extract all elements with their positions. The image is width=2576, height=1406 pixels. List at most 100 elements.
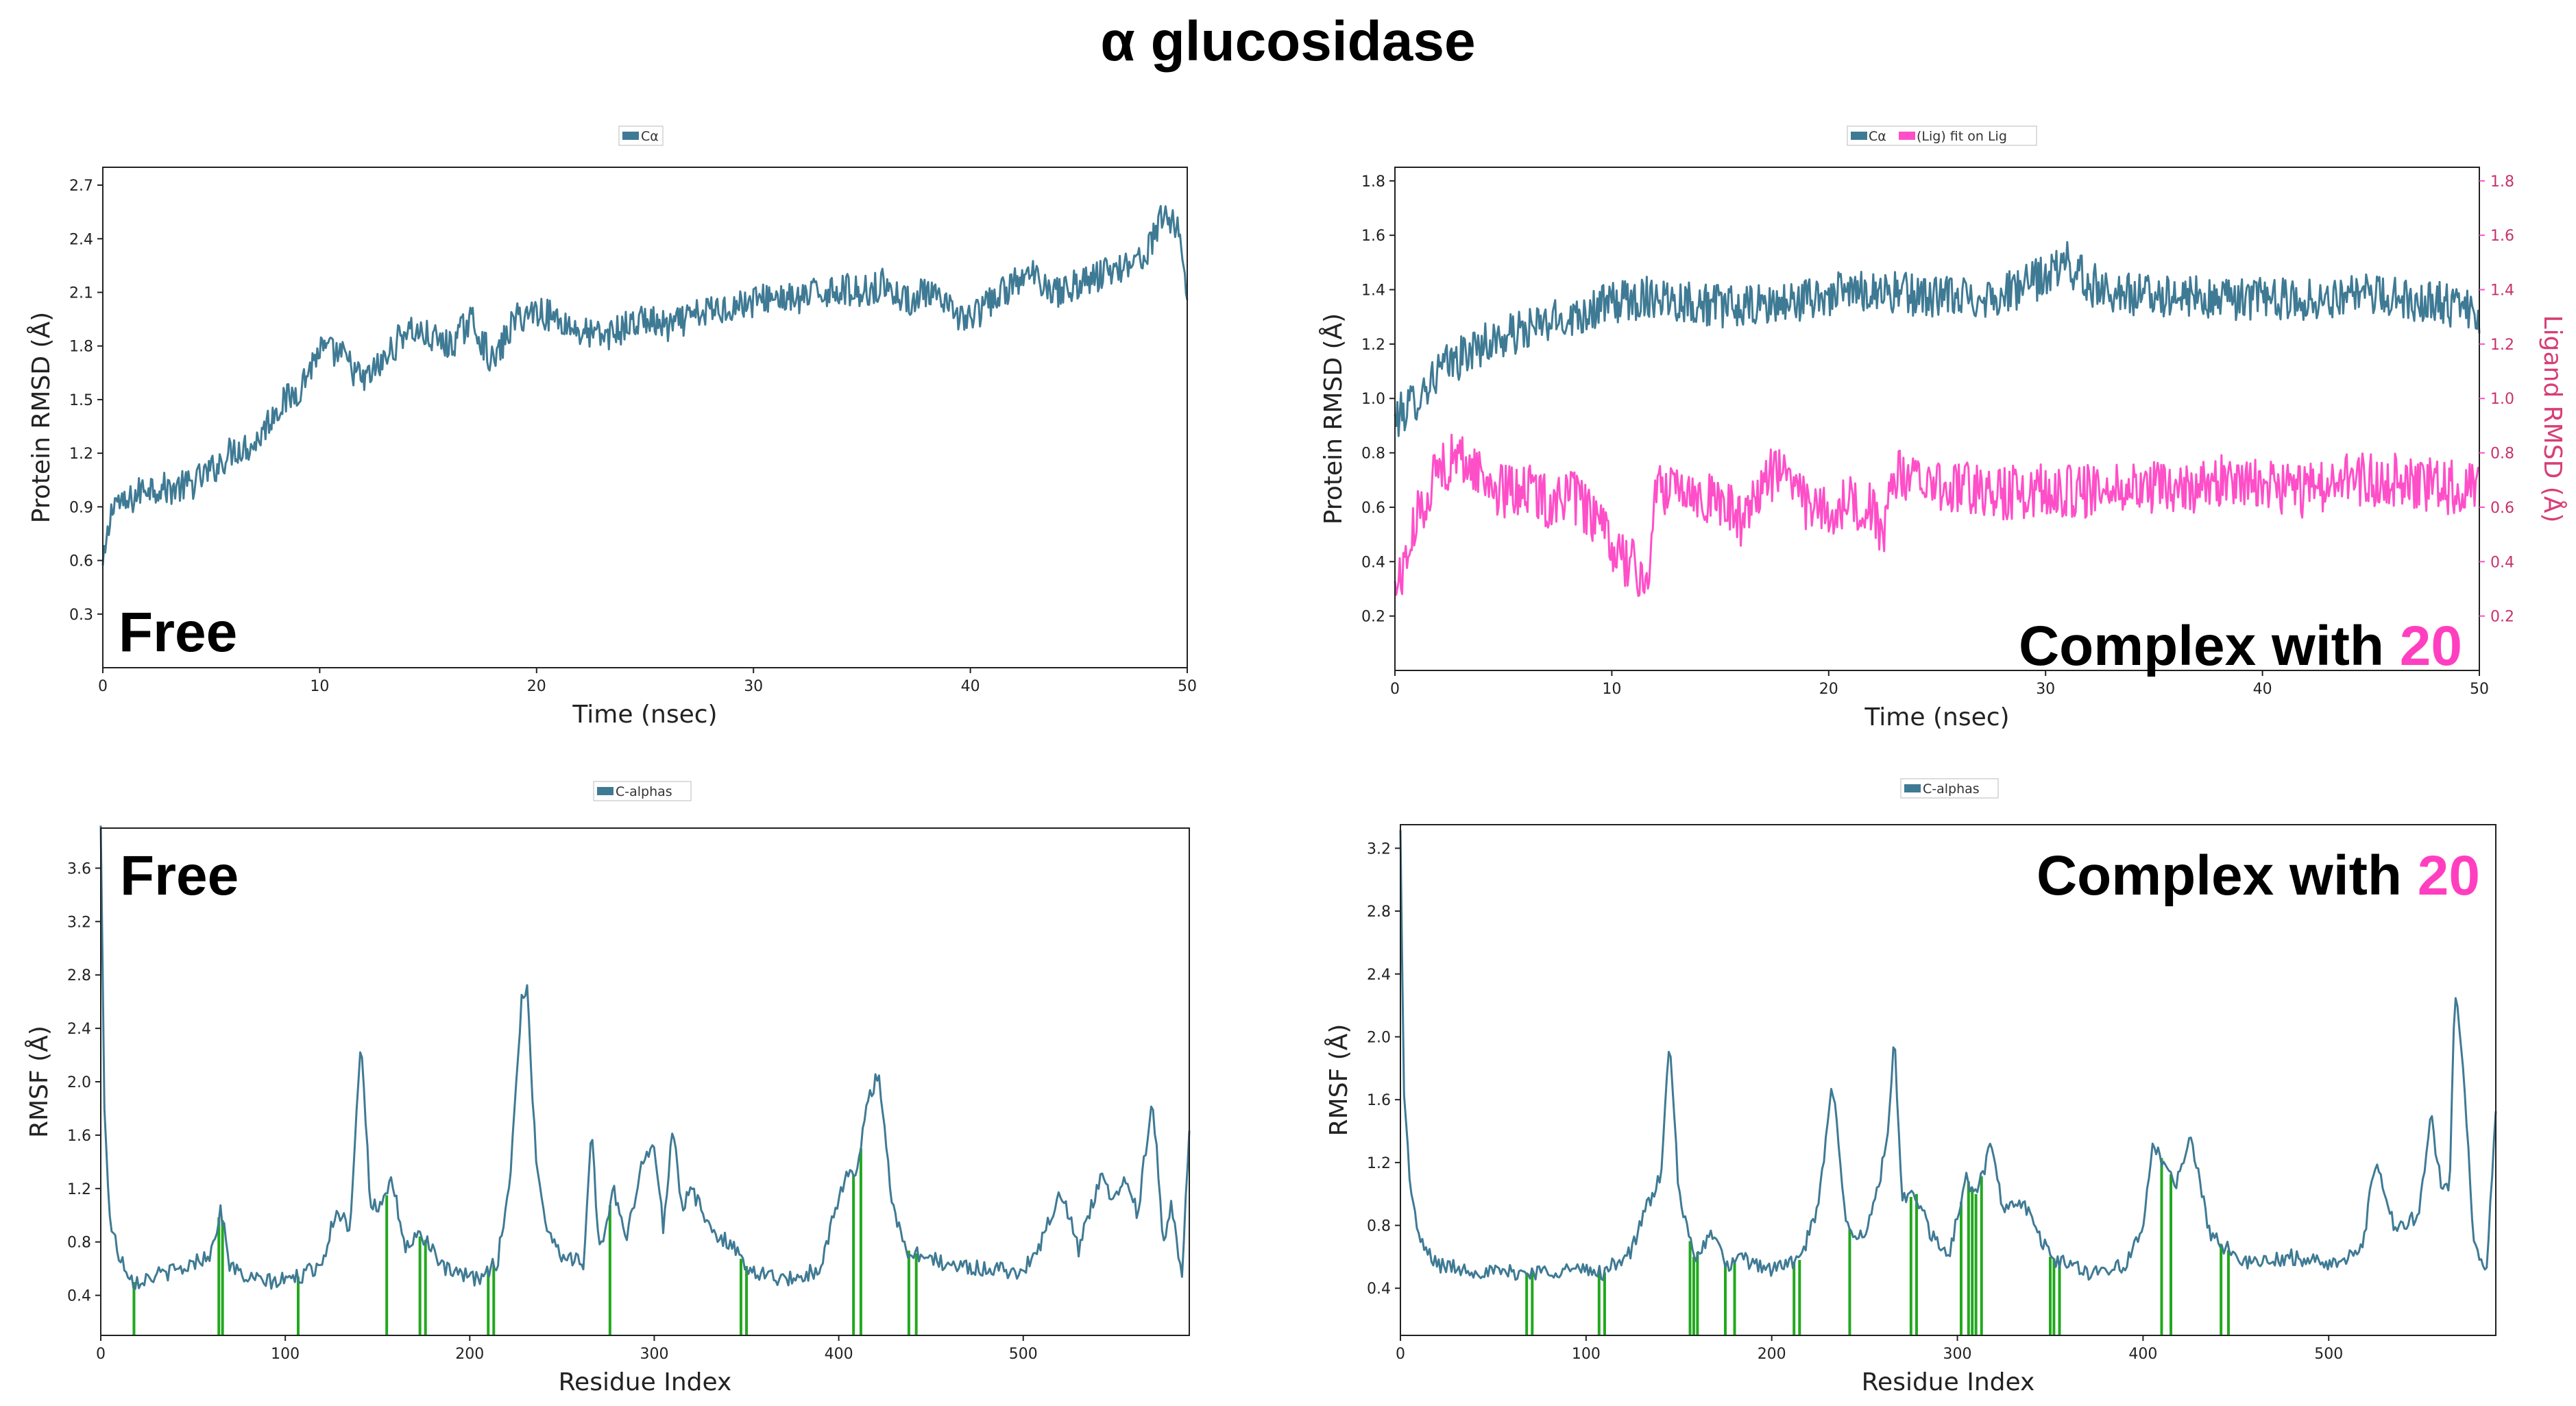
x-axis-label: Residue Index (1862, 1368, 2035, 1396)
legend-swatch-protein (1851, 132, 1867, 140)
compound-number: 20 (2400, 615, 2462, 677)
compound-number: 20 (2418, 845, 2480, 907)
rmsf-free-chart: C-alphas 0 100 200 300 400 500 0.4 0.8 1.2 1.6 2.0… (24, 781, 1191, 1396)
y-tick-label: 1.2 (1361, 337, 1385, 354)
x-tick-label: 100 (271, 1346, 300, 1363)
x-tick-label: 10 (1602, 681, 1621, 698)
x-tick-label: 10 (310, 678, 329, 695)
x-tick-label: 200 (455, 1346, 484, 1363)
y-tick-label: 0.2 (1361, 609, 1385, 626)
x-tick-label: 500 (2314, 1346, 2343, 1363)
y-tick-label: 2.1 (69, 285, 93, 302)
y-tick-label: 2.8 (67, 967, 91, 984)
y-axis-label: RMSF (Å) (24, 1026, 53, 1138)
x-tick-label: 30 (744, 678, 763, 695)
y-tick-label: 0.8 (1361, 446, 1385, 463)
legend-swatch-protein (1904, 784, 1921, 792)
x-tick-label: 100 (1572, 1346, 1601, 1363)
legend: C-alphas (593, 781, 692, 801)
x-tick-label: 0 (1390, 681, 1400, 698)
y-right-tick-label: 0.8 (2490, 446, 2514, 463)
legend-swatch-protein (597, 787, 613, 795)
x-tick-label: 0 (96, 1346, 106, 1363)
x-tick-label: 300 (640, 1346, 668, 1363)
y-tick-label: 2.8 (1367, 904, 1391, 921)
y-tick-label: 1.5 (69, 392, 93, 409)
y-tick-label: 1.4 (1361, 282, 1385, 300)
rmsd-complex-chart: Cα (Lig) fit on Lig 0 10 20 30 40 50 0.2 0.4 0.6… (1318, 125, 2568, 731)
free-annotation: Free (119, 601, 237, 664)
y-right-tick-label: 0.2 (2490, 609, 2514, 626)
y-tick-label: 1.2 (67, 1181, 91, 1198)
legend: Cα (618, 125, 664, 146)
x-tick-label: 400 (2128, 1346, 2157, 1363)
x-tick-label: 40 (961, 678, 980, 695)
y-tick-label: 2.4 (1367, 967, 1391, 984)
x-tick-label: 50 (1178, 678, 1197, 695)
legend: Cα (Lig) fit on Lig (1847, 125, 2037, 146)
y-tick-label: 2.4 (67, 1021, 91, 1038)
legend: C-alphas (1900, 778, 1999, 799)
legend-label: C-alphas (616, 784, 672, 799)
plot-frame (100, 827, 1190, 1336)
y-tick-label: 0.8 (1367, 1218, 1391, 1235)
x-axis-label: Residue Index (559, 1368, 732, 1396)
rmsd-free-panel: Cα 0 10 20 30 40 50 0.3 0.6 0.9 1.2 1.5 1.8 2.1 2.4 2.… (0, 117, 1275, 740)
y-right-tick-label: 1.0 (2490, 391, 2514, 408)
rmsd-complex-panel: Cα (Lig) fit on Lig 0 10 20 30 40 50 0.2 0.4 0.6… (1289, 117, 2576, 740)
y-right-tick-label: 1.6 (2490, 228, 2514, 245)
series-line-ligand (1394, 433, 2481, 597)
rmsf-complex-panel: C-alphas 0 100 200 300 400 500 0.4 0.8 1.2 1.6 2.0… (1289, 775, 2576, 1406)
x-tick-label: 400 (825, 1346, 853, 1363)
legend-box (1847, 125, 2037, 146)
complex-annotation-text: Complex with (2019, 615, 2400, 677)
y-tick-label: 3.2 (67, 914, 91, 931)
x-tick-label: 20 (1819, 681, 1838, 698)
x-tick-label: 20 (527, 678, 546, 695)
y-tick-label: 1.6 (1361, 228, 1385, 245)
y-tick-label: 0.3 (69, 607, 93, 624)
x-tick-label: 500 (1009, 1346, 1038, 1363)
series-line-protein (101, 205, 1189, 566)
y-tick-label: 0.6 (1361, 500, 1385, 517)
y-tick-label: 1.2 (1367, 1155, 1391, 1172)
y-right-tick-label: 0.6 (2490, 500, 2514, 517)
y-tick-label: 0.4 (1361, 554, 1385, 571)
plot-frame (102, 167, 1188, 668)
x-tick-label: 30 (2036, 681, 2055, 698)
y-tick-label: 0.8 (67, 1235, 91, 1252)
x-tick-label: 50 (2470, 681, 2489, 698)
y-axis-label: RMSF (Å) (1324, 1024, 1353, 1137)
legend-swatch-protein (622, 132, 639, 140)
y-tick-label: 2.0 (1367, 1029, 1391, 1046)
y-tick-label: 1.8 (69, 339, 93, 356)
y-right-tick-label: 1.2 (2490, 337, 2514, 354)
y-right-tick-label: 0.4 (2490, 554, 2514, 571)
y-tick-label: 3.6 (67, 860, 91, 877)
y-tick-label: 2.7 (69, 178, 93, 195)
plot-frame (1394, 167, 2480, 671)
y-tick-label: 1.0 (1361, 391, 1385, 408)
y-axis-right-label: Ligand RMSD (Å) (2538, 315, 2568, 523)
x-axis-label: Time (nsec) (1864, 703, 2009, 731)
y-tick-label: 1.6 (67, 1128, 91, 1145)
y-tick-label: 1.8 (1361, 173, 1385, 191)
page-title: α glucosidase (1100, 10, 1476, 73)
series-line-protein (1399, 829, 2497, 1281)
x-tick-label: 200 (1758, 1346, 1786, 1363)
y-tick-label: 3.2 (1367, 840, 1391, 858)
rmsf-free-panel: C-alphas 0 100 200 300 400 500 0.4 0.8 1.2 1.6 2.0… (0, 775, 1275, 1406)
y-axis-label: Protein RMSD (Å) (26, 312, 56, 523)
y-tick-label: 2.4 (69, 231, 93, 248)
series-line-protein (1394, 241, 2481, 437)
free-annotation: Free (120, 845, 239, 907)
y-tick-label: 0.4 (1367, 1281, 1391, 1298)
y-tick-label: 0.9 (69, 499, 93, 516)
legend-label: C-alphas (1923, 781, 1980, 797)
y-tick-label: 2.0 (67, 1074, 91, 1091)
rmsd-free-chart: Cα 0 10 20 30 40 50 0.3 0.6 0.9 1.2 1.5 1.8 2.1 2.4 2.… (26, 125, 1197, 729)
x-tick-label: 300 (1943, 1346, 1972, 1363)
legend-swatch-ligand (1899, 132, 1915, 140)
y-right-tick-label: 1.4 (2490, 282, 2514, 300)
legend-label-ligand: (Lig) fit on Lig (1917, 129, 2007, 144)
